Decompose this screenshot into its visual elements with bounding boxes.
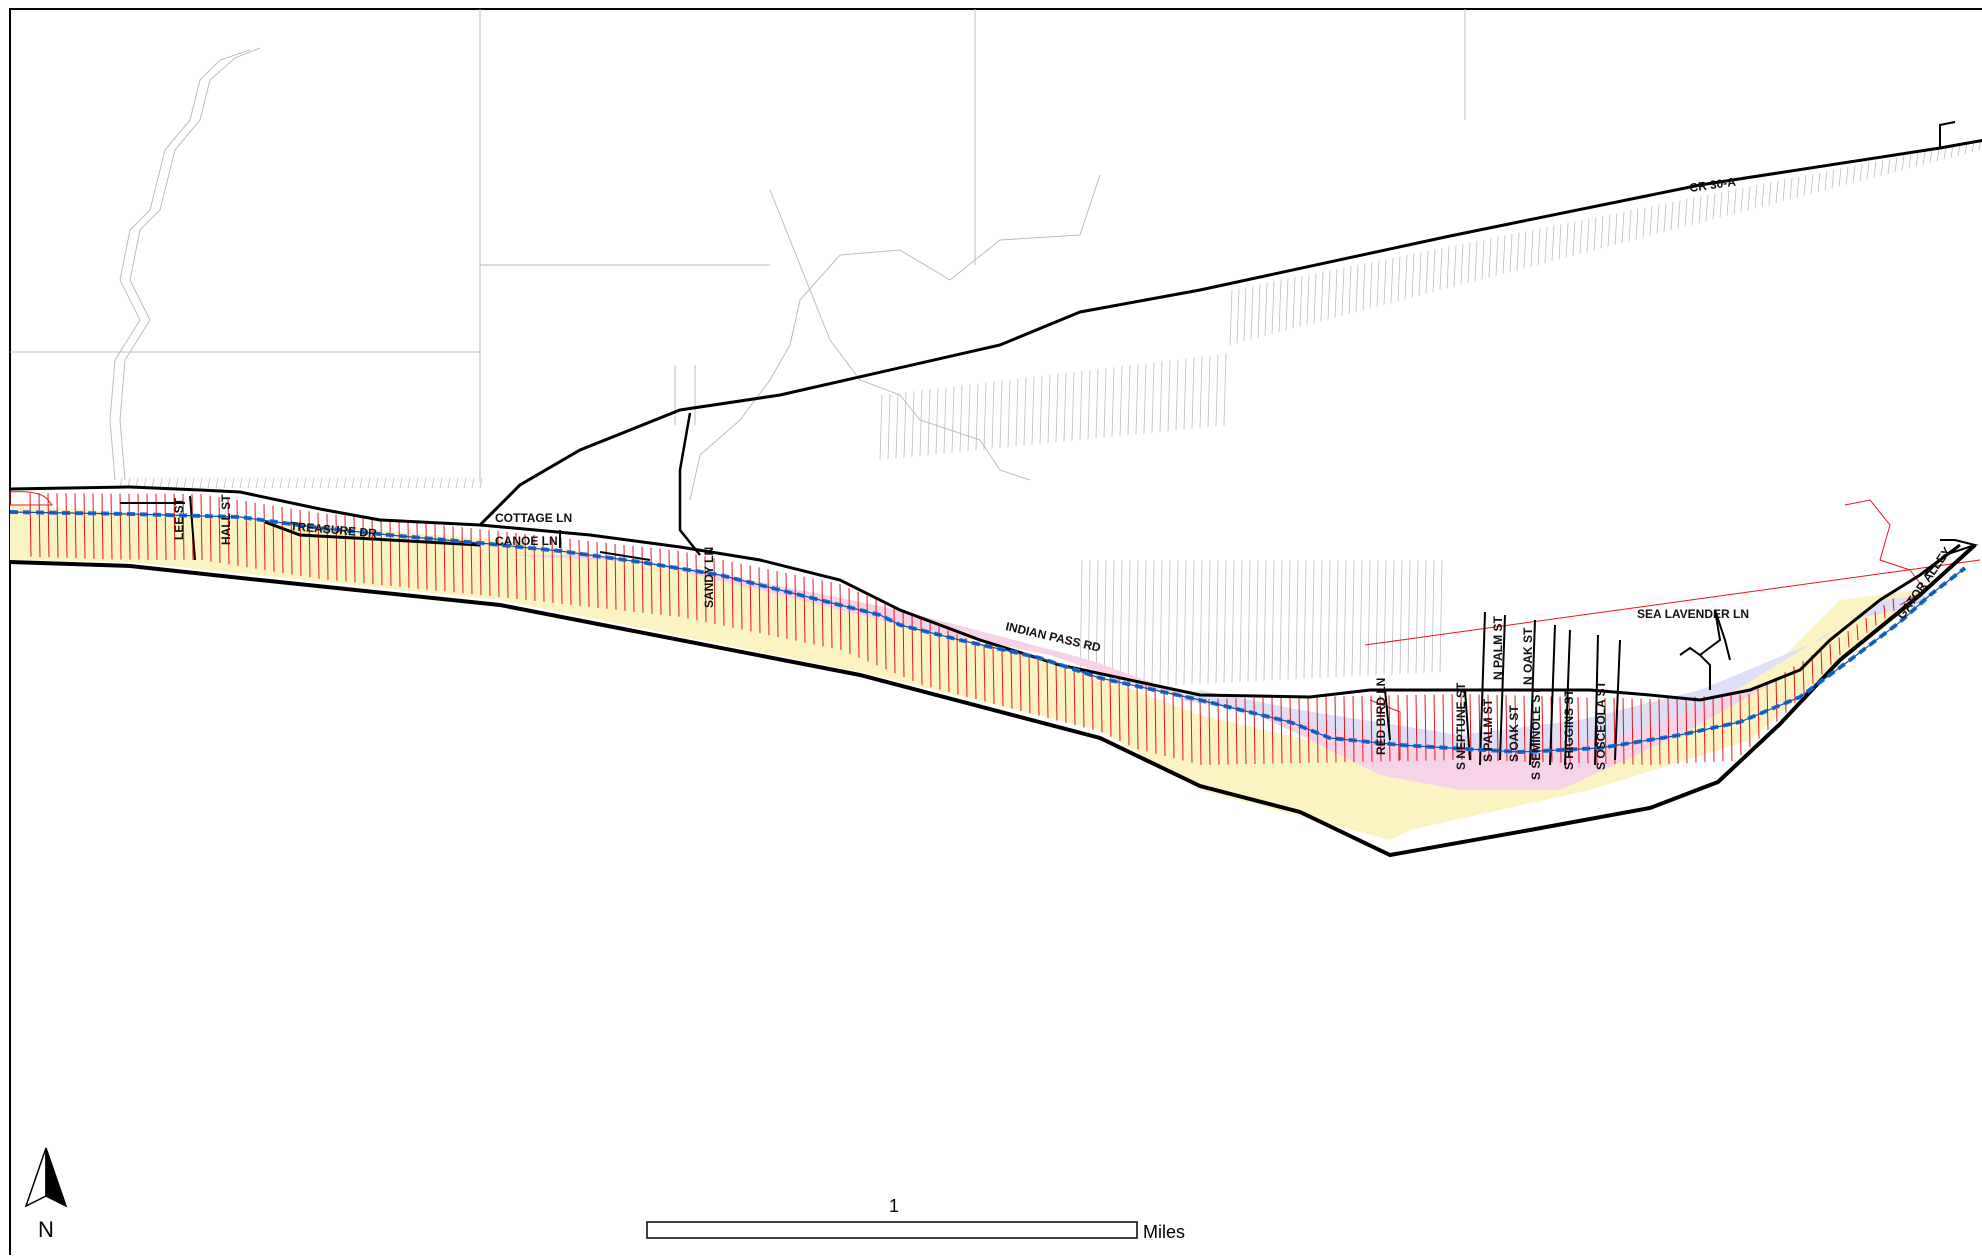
northern-lot-hatching <box>119 140 1982 691</box>
label-canoe-ln: CANOE LN <box>495 534 558 548</box>
zone-yellow <box>10 505 1920 840</box>
scale-bar: 1 Miles <box>646 1196 1185 1242</box>
label-cottage-ln: COTTAGE LN <box>495 511 572 525</box>
road-hall-st <box>189 495 196 561</box>
label-n-palm-st: N PALM ST <box>1491 616 1505 680</box>
label-red-bird-ln: RED BIRD LN <box>1374 678 1388 755</box>
label-s-higgins-st: S HIGGINS ST <box>1562 689 1576 770</box>
label-s-seminole-st: S SEMINOLE ST <box>1529 687 1543 780</box>
north-arrow-label: N <box>38 1217 54 1242</box>
label-indian-pass-rd: INDIAN PASS RD <box>1004 619 1102 655</box>
background-parcels <box>10 9 1466 501</box>
map-border <box>9 8 1982 1260</box>
road-canoe-ln <box>599 551 651 561</box>
scale-bar-value: 1 <box>889 1196 899 1216</box>
scale-bar-unit: Miles <box>1143 1222 1185 1242</box>
road-indian-pass-rd <box>9 485 1961 702</box>
roads <box>9 121 1982 766</box>
road-s-seminole-st <box>1564 629 1571 766</box>
road-treasure-dr <box>264 520 481 547</box>
label-s-palm-st: S PALM ST <box>1481 698 1495 762</box>
road-s-oak-st <box>1529 619 1536 766</box>
north-arrow-icon: N <box>24 1147 68 1242</box>
coastal-zones <box>10 505 1930 840</box>
label-s-osceola-st: S OSCEOLA ST <box>1594 680 1608 770</box>
label-lee-st: LEE ST <box>172 497 186 540</box>
road-cr30a <box>478 139 1982 527</box>
trail-path-core <box>9 511 1966 753</box>
label-n-oak-st: N OAK ST <box>1521 627 1535 685</box>
scale-bar-box <box>646 1221 1138 1239</box>
road-red-bird-ln <box>1384 689 1391 741</box>
road-s-palm-st <box>1479 611 1486 766</box>
road-gator-alley <box>1924 539 1979 576</box>
road-n-oak-st <box>1549 624 1556 766</box>
road-cottage-ln <box>511 527 563 533</box>
road-n-palm-st <box>1499 614 1506 761</box>
label-s-neptune-st: S NEPTUNE ST <box>1454 682 1468 770</box>
road-sandy-ln <box>678 412 701 556</box>
label-s-oak-st: S OAK ST <box>1507 705 1521 762</box>
road-s-osceola-st <box>1614 639 1621 761</box>
label-sea-lavender-ln: SEA LAVENDER LN <box>1637 607 1749 621</box>
label-sandy-ln: SANDY LN <box>702 547 716 608</box>
road-s-higgins-st <box>1594 634 1599 766</box>
road-cr30a-spur <box>1939 121 1956 148</box>
road-sea-lavender-ln <box>1679 609 1731 690</box>
label-hall-st: HALL ST <box>219 494 233 545</box>
label-cr30a: CR 30-A <box>1688 175 1737 195</box>
